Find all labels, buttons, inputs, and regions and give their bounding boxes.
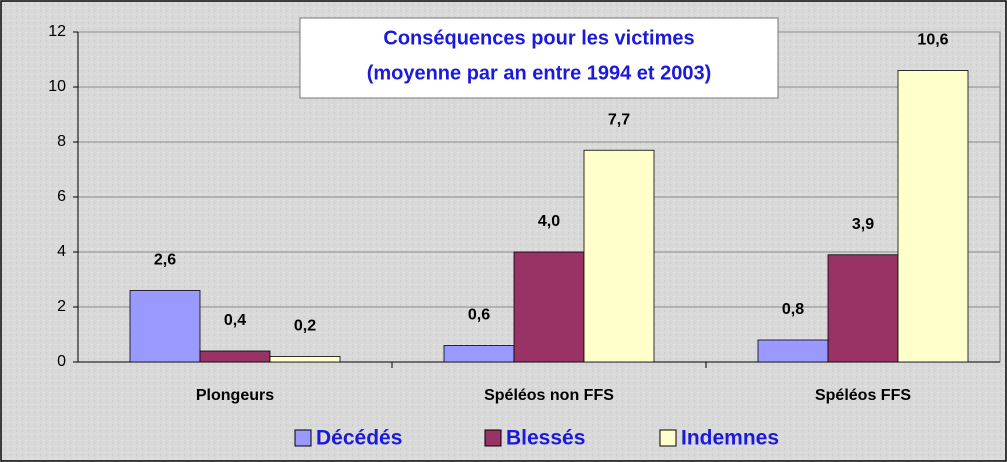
x-tick-label: Plongeurs xyxy=(196,387,274,404)
legend-swatch xyxy=(659,429,677,447)
data-label: 7,7 xyxy=(608,111,630,128)
bar xyxy=(897,70,969,363)
y-tick-label: 8 xyxy=(57,133,66,150)
legend-label: Décédés xyxy=(316,427,402,450)
data-label: 2,6 xyxy=(154,252,176,269)
chart-title: (moyenne par an entre 1994 et 2003) xyxy=(367,62,712,84)
legend-swatch xyxy=(484,429,502,447)
bar xyxy=(513,251,585,363)
x-tick-label: Spéléos FFS xyxy=(815,387,911,404)
data-label: 10,6 xyxy=(917,32,948,49)
bar xyxy=(129,290,201,363)
bar xyxy=(583,149,655,363)
bar xyxy=(443,345,515,363)
data-label: 0,6 xyxy=(468,307,490,324)
y-tick-label: 12 xyxy=(48,23,66,40)
y-tick-label: 6 xyxy=(57,188,66,205)
bar xyxy=(199,350,271,363)
legend-label: Indemnes xyxy=(681,427,779,450)
title-box xyxy=(299,17,779,99)
bar xyxy=(269,356,341,363)
data-label: 0,4 xyxy=(224,312,246,329)
bar xyxy=(757,339,829,363)
data-label: 3,9 xyxy=(852,216,874,233)
legend-label: Blessés xyxy=(506,427,585,450)
y-tick-label: 0 xyxy=(57,353,66,370)
x-tick-label: Spéléos non FFS xyxy=(484,387,614,404)
y-tick-label: 10 xyxy=(48,78,66,95)
y-tick-label: 4 xyxy=(57,243,66,260)
legend-swatch xyxy=(294,429,312,447)
data-label: 4,0 xyxy=(538,213,560,230)
data-label: 0,2 xyxy=(294,318,316,335)
y-tick-label: 2 xyxy=(57,298,66,315)
chart-title: Conséquences pour les victimes xyxy=(383,27,694,49)
bar xyxy=(827,254,899,363)
data-label: 0,8 xyxy=(782,301,804,318)
